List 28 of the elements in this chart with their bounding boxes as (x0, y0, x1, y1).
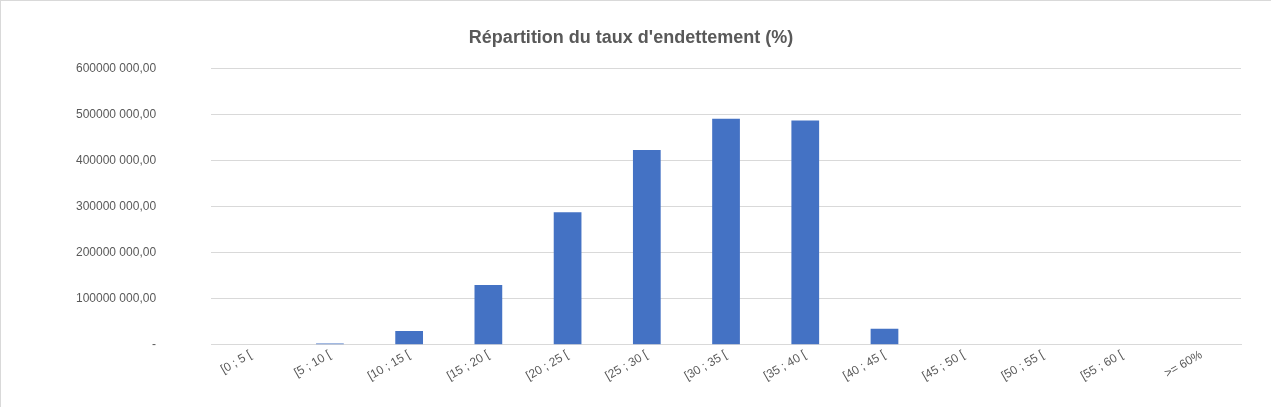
bar (395, 330, 424, 345)
bar (712, 118, 740, 345)
chart-title: Répartition du taux d'endettement (%) (468, 26, 794, 47)
y-tick-label: - (152, 337, 157, 352)
x-tick-label: [50 ; 55 [ (998, 347, 1047, 383)
x-tick-label: [5 ; 10 [ (291, 347, 334, 380)
x-tick-label: [55 ; 60 [ (1077, 347, 1126, 383)
x-tick-label: [45 ; 50 [ (919, 347, 968, 383)
y-tick-label: 300000 000,00 (75, 199, 157, 214)
x-tick-label: [30 ; 35 [ (681, 347, 730, 383)
x-tick-label: [25 ; 30 [ (602, 347, 651, 383)
x-tick-label: [40 ; 45 [ (840, 347, 889, 383)
x-tick-label: [35 ; 40 [ (761, 347, 809, 383)
y-tick-label: 600000 000,00 (75, 60, 157, 75)
bar (791, 120, 820, 345)
x-tick-label: [20 ; 25 [ (523, 347, 572, 383)
bar (632, 150, 661, 345)
x-tick-label: [15 ; 20 [ (444, 347, 493, 383)
y-tick-label: 100000 000,00 (75, 291, 157, 306)
x-tick-label: >= 60% (1161, 347, 1205, 381)
x-tick-label: [10 ; 15 [ (364, 347, 413, 383)
y-tick-label: 200000 000,00 (75, 245, 157, 260)
y-tick-label: 400000 000,00 (75, 152, 157, 167)
bar (474, 284, 503, 345)
bar (870, 328, 899, 345)
x-tick-label: [0 ; 5 [ (218, 347, 255, 377)
bar (553, 212, 582, 345)
y-tick-label: 500000 000,00 (75, 106, 157, 121)
